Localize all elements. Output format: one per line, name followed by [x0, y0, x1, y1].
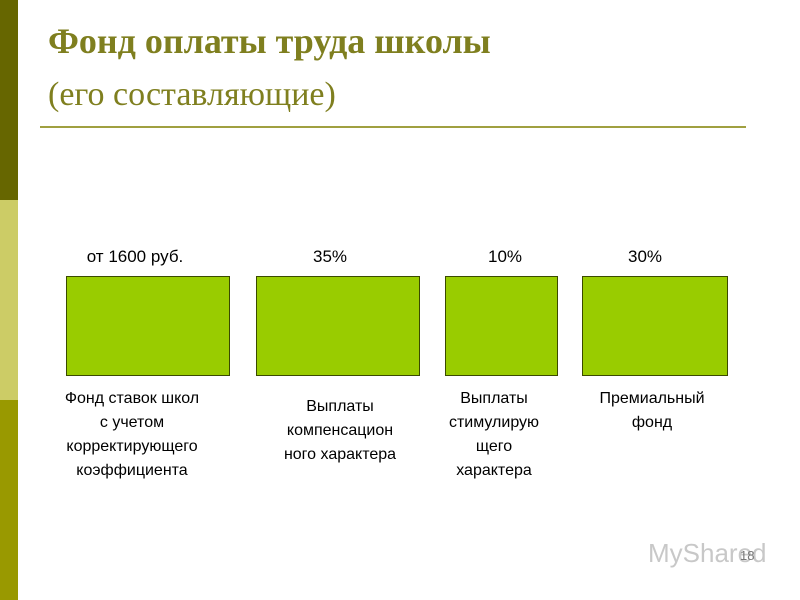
description-line: корректирующего [66, 438, 198, 455]
description-line: стимулирую [448, 414, 540, 431]
description-line: Выплаты [460, 390, 528, 407]
component-box [66, 276, 230, 376]
amount-label: 30% [627, 247, 663, 266]
component-box [582, 276, 728, 376]
subtitle: (его составляющие) [48, 76, 336, 113]
description-line: с учетом [99, 414, 165, 431]
page-number: 18 [740, 548, 755, 563]
description-line: фонд [631, 414, 673, 431]
watermark: MyShared [648, 538, 767, 568]
description-line: щего [475, 438, 513, 455]
amount-label: 10% [487, 247, 523, 266]
stripe-middle [0, 200, 18, 400]
amount-label: 35% [312, 247, 348, 266]
description-line: коэффициента [76, 462, 188, 479]
stripe-top [0, 0, 18, 200]
title: Фонд оплаты труда школы [48, 21, 491, 61]
description-line: Фонд ставок школ [64, 390, 200, 407]
description-line: Премиальный [599, 390, 705, 407]
amount-label: от 1600 руб. [86, 247, 184, 266]
description-line: характера [456, 462, 532, 479]
description-line: компенсацион [286, 422, 394, 439]
component-box [256, 276, 420, 376]
title-rule [40, 126, 746, 128]
description-line: ного характера [283, 446, 397, 463]
description-line: Выплаты [306, 398, 374, 415]
stripe-bottom [0, 400, 18, 600]
component-box [445, 276, 558, 376]
